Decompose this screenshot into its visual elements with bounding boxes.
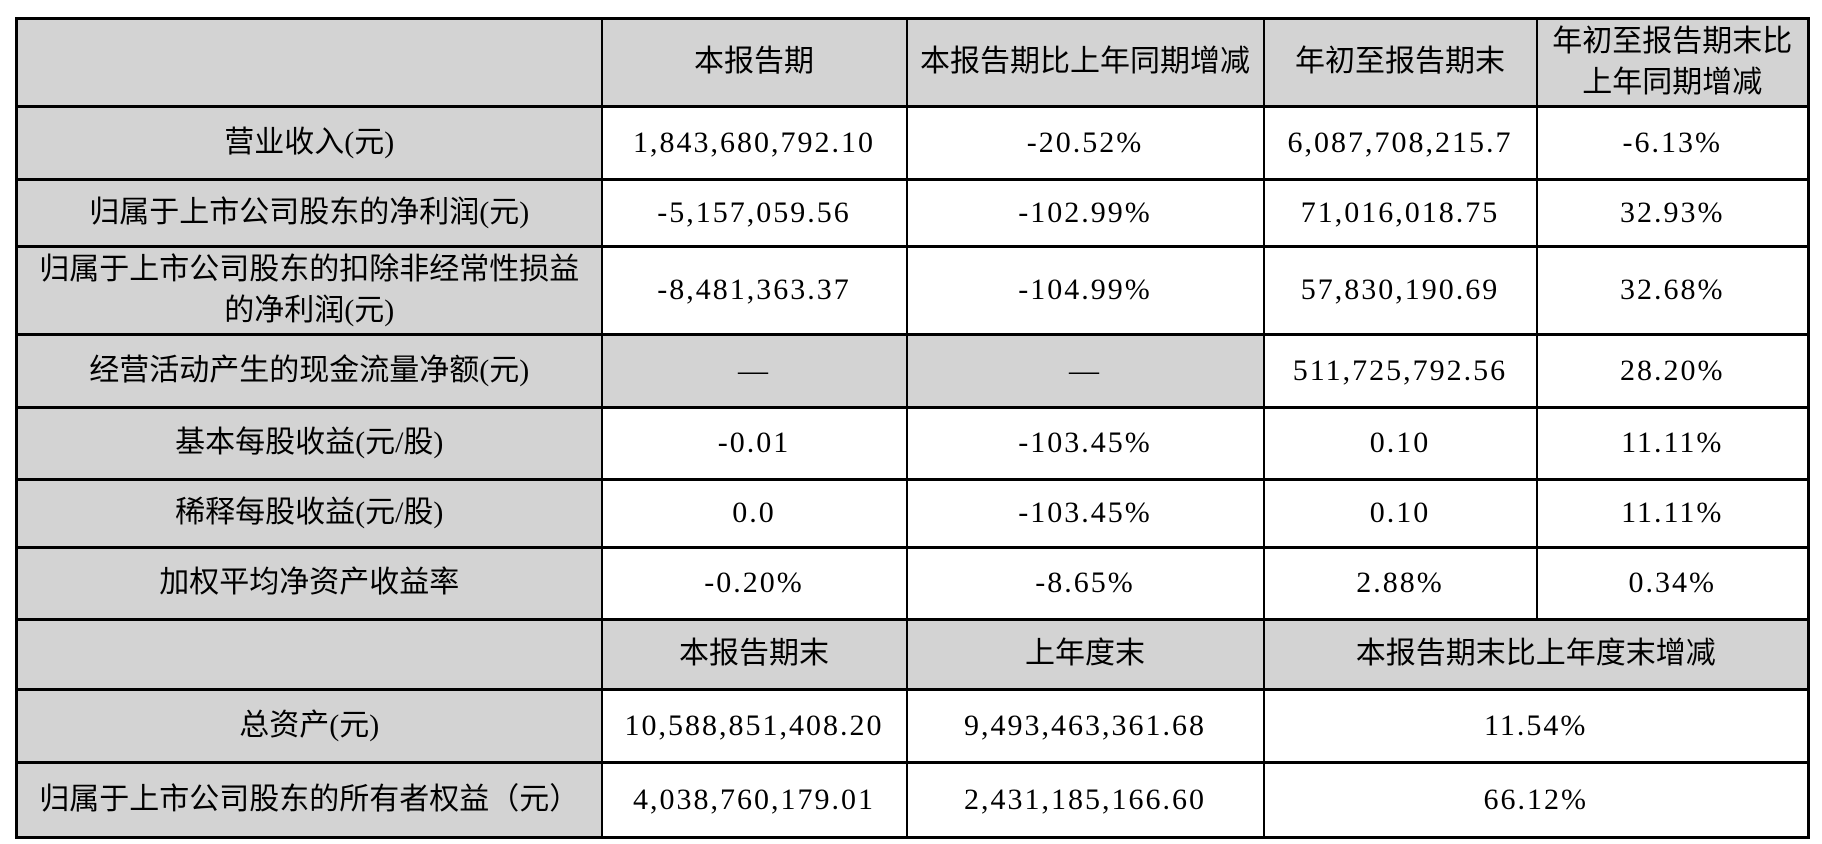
header-prior-year-end: 上年度末 (905, 618, 1265, 691)
row-label: 基本每股收益(元/股) (15, 406, 603, 481)
header-ytd: 年初至报告期末 (1262, 17, 1538, 108)
row-label: 总资产(元) (15, 688, 603, 764)
cell-current: -8,481,363.37 (600, 245, 908, 336)
row-total-assets: 总资产(元) 10,588,851,408.20 9,493,463,361.6… (15, 688, 1810, 764)
cell-yoy: -8.65% (905, 546, 1265, 621)
header-corner-cell (15, 618, 603, 691)
financial-summary-table: 本报告期 本报告期比上年同期增减 年初至报告期末 年初至报告期末比上年同期增减 … (15, 17, 1810, 839)
header-current-period: 本报告期 (600, 17, 908, 108)
cell-ytd: 511,725,792.56 (1262, 333, 1538, 409)
row-label: 稀释每股收益(元/股) (15, 478, 603, 549)
row-label: 经营活动产生的现金流量净额(元) (15, 333, 603, 409)
cell-yoy: -104.99% (905, 245, 1265, 336)
row-label: 归属于上市公司股东的净利润(元) (15, 178, 603, 248)
cell-current: -0.01 (600, 406, 908, 481)
cell-change: 66.12% (1262, 761, 1810, 839)
cell-ytd: 6,087,708,215.7 (1262, 105, 1538, 181)
cell-ytd-yoy: 32.93% (1535, 178, 1810, 248)
cell-current: 1,843,680,792.10 (600, 105, 908, 181)
header-ytd-yoy: 年初至报告期末比上年同期增减 (1535, 17, 1810, 108)
row-owners-equity: 归属于上市公司股东的所有者权益（元） 4,038,760,179.01 2,43… (15, 761, 1810, 839)
cell-prior-year-end: 9,493,463,361.68 (905, 688, 1265, 764)
cell-yoy: -103.45% (905, 406, 1265, 481)
cell-ytd: 71,016,018.75 (1262, 178, 1538, 248)
cell-ytd-yoy: 32.68% (1535, 245, 1810, 336)
row-diluted-eps: 稀释每股收益(元/股) 0.0 -103.45% 0.10 11.11% (15, 478, 1810, 549)
cell-current: 0.0 (600, 478, 908, 549)
header-period-end: 本报告期末 (600, 618, 908, 691)
cell-yoy: -20.52% (905, 105, 1265, 181)
cell-current: -0.20% (600, 546, 908, 621)
cell-ytd: 57,830,190.69 (1262, 245, 1538, 336)
cell-prior-year-end: 2,431,185,166.60 (905, 761, 1265, 839)
cell-change: 11.54% (1262, 688, 1810, 764)
cell-ytd: 2.88% (1262, 546, 1538, 621)
table-header-row-balance: 本报告期末 上年度末 本报告期末比上年度末增减 (15, 618, 1810, 691)
row-weighted-average-roe: 加权平均净资产收益率 -0.20% -8.65% 2.88% 0.34% (15, 546, 1810, 621)
cell-period-end: 10,588,851,408.20 (600, 688, 908, 764)
row-net-profit-excl-nonrecurring: 归属于上市公司股东的扣除非经常性损益的净利润(元) -8,481,363.37 … (15, 245, 1810, 336)
row-label: 归属于上市公司股东的扣除非经常性损益的净利润(元) (15, 245, 603, 336)
cell-ytd-yoy: 11.11% (1535, 406, 1810, 481)
cell-ytd: 0.10 (1262, 406, 1538, 481)
cell-ytd-yoy: 11.11% (1535, 478, 1810, 549)
row-label: 营业收入(元) (15, 105, 603, 181)
cell-current: -5,157,059.56 (600, 178, 908, 248)
cell-ytd-yoy: 28.20% (1535, 333, 1810, 409)
cell-yoy: -103.45% (905, 478, 1265, 549)
header-period-end-change: 本报告期末比上年度末增减 (1262, 618, 1810, 691)
cell-ytd-yoy: -6.13% (1535, 105, 1810, 181)
cell-current: — (600, 333, 908, 409)
header-current-period-yoy: 本报告期比上年同期增减 (905, 17, 1265, 108)
row-net-profit: 归属于上市公司股东的净利润(元) -5,157,059.56 -102.99% … (15, 178, 1810, 248)
row-label: 归属于上市公司股东的所有者权益（元） (15, 761, 603, 839)
row-operating-cash-flow: 经营活动产生的现金流量净额(元) — — 511,725,792.56 28.2… (15, 333, 1810, 409)
table-header-row-period: 本报告期 本报告期比上年同期增减 年初至报告期末 年初至报告期末比上年同期增减 (15, 17, 1810, 108)
cell-period-end: 4,038,760,179.01 (600, 761, 908, 839)
cell-ytd: 0.10 (1262, 478, 1538, 549)
row-basic-eps: 基本每股收益(元/股) -0.01 -103.45% 0.10 11.11% (15, 406, 1810, 481)
cell-ytd-yoy: 0.34% (1535, 546, 1810, 621)
cell-yoy: -102.99% (905, 178, 1265, 248)
cell-yoy: — (905, 333, 1265, 409)
header-corner-cell (15, 17, 603, 108)
row-label: 加权平均净资产收益率 (15, 546, 603, 621)
row-operating-revenue: 营业收入(元) 1,843,680,792.10 -20.52% 6,087,7… (15, 105, 1810, 181)
